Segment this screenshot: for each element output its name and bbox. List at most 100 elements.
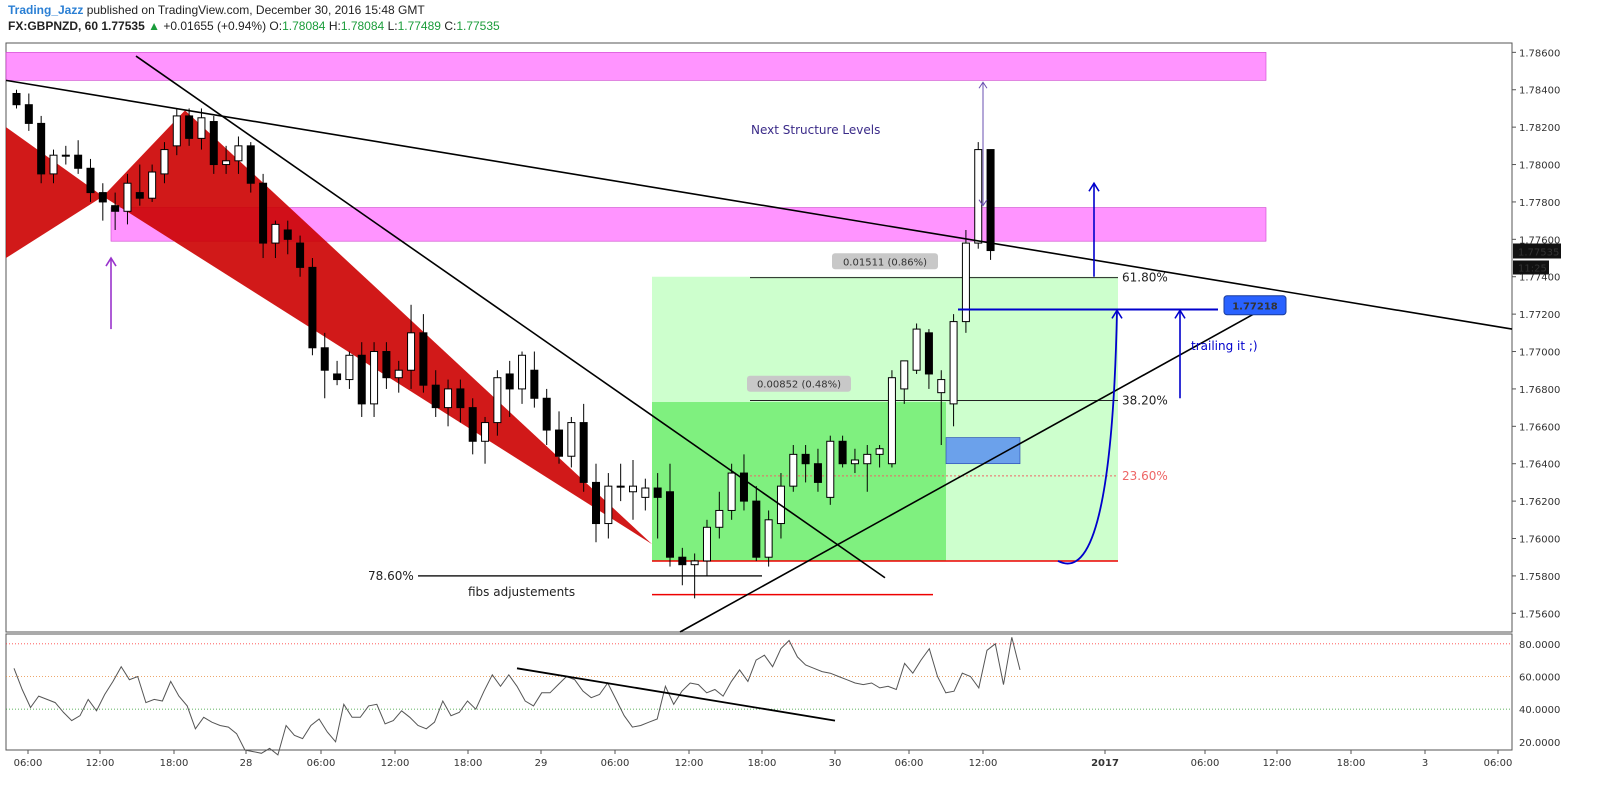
candle-body bbox=[789, 453, 798, 487]
y-tick-label: 1.78600 bbox=[1519, 48, 1560, 59]
change-value: +0.01655 (+0.94%) bbox=[163, 19, 267, 33]
countdown-box bbox=[1513, 260, 1549, 275]
x-tick-label: 12:00 bbox=[969, 758, 998, 769]
close-value: 1.77535 bbox=[456, 19, 500, 33]
candle-body bbox=[530, 369, 539, 399]
y-tick-label: 1.76000 bbox=[1519, 535, 1560, 546]
candle-body bbox=[209, 121, 218, 166]
header-line-2: FX:GBPNZD, 60 1.77535 ▲ +0.01655 (+0.94%… bbox=[8, 18, 500, 34]
candle-body bbox=[702, 526, 711, 562]
up-arrow-icon-head bbox=[1088, 181, 1100, 192]
y-tick-label: 1.77200 bbox=[1519, 310, 1560, 321]
y-tick-label: 1.76400 bbox=[1519, 460, 1560, 471]
author-link[interactable]: Trading_Jazz bbox=[8, 3, 84, 17]
pattern-leg bbox=[6, 127, 103, 259]
open-value: 1.78084 bbox=[282, 19, 326, 33]
published-text: published on TradingView.com, December 3… bbox=[86, 3, 425, 17]
x-tick-label: 18:00 bbox=[454, 758, 483, 769]
candle-body bbox=[850, 459, 859, 465]
countdown-label: 11:25 bbox=[1518, 263, 1547, 274]
candle-body bbox=[111, 205, 120, 212]
candle-body bbox=[937, 379, 946, 394]
x-tick-label: 18:00 bbox=[748, 758, 777, 769]
price-tag-label: 1.77218 bbox=[1232, 302, 1278, 313]
measure-box bbox=[832, 253, 938, 270]
candle-body bbox=[579, 422, 588, 483]
candle-body bbox=[604, 485, 613, 525]
x-tick-label: 06:00 bbox=[14, 758, 43, 769]
annotation-text: trailing it ;) bbox=[1191, 339, 1258, 353]
candle-body bbox=[283, 229, 292, 240]
low-value: 1.77489 bbox=[397, 19, 441, 33]
candle-body bbox=[296, 242, 305, 268]
x-tick-label: 06:00 bbox=[601, 758, 630, 769]
candle-body bbox=[949, 321, 958, 405]
up-arrow-icon-head bbox=[1174, 308, 1186, 319]
candle-body bbox=[407, 332, 416, 371]
osc-tick-label: 40.0000 bbox=[1519, 705, 1560, 716]
candle-body bbox=[444, 388, 453, 409]
candle-body bbox=[234, 145, 243, 162]
up-arrow-icon-head bbox=[105, 256, 117, 267]
fib-level-label: 38.20% bbox=[1122, 394, 1168, 408]
candle-body bbox=[271, 223, 280, 244]
chart-header: Trading_Jazz published on TradingView.co… bbox=[8, 2, 500, 34]
candle-body bbox=[74, 154, 83, 169]
candle-body bbox=[986, 149, 995, 252]
osc-tick-label: 20.0000 bbox=[1519, 738, 1560, 749]
candle-body bbox=[49, 154, 58, 175]
y-tick-label: 1.75600 bbox=[1519, 609, 1560, 620]
candle-body bbox=[86, 167, 95, 194]
candle-body bbox=[98, 192, 107, 203]
y-tick-label: 1.78400 bbox=[1519, 86, 1560, 97]
candle-body bbox=[308, 266, 317, 349]
candle-body bbox=[160, 149, 169, 175]
last-price: 1.77535 bbox=[101, 19, 145, 33]
high-label: H: bbox=[328, 19, 341, 33]
osc-tick-label: 60.0000 bbox=[1519, 672, 1560, 683]
last-price-box bbox=[1513, 243, 1561, 259]
candle-body bbox=[12, 92, 21, 106]
candle-body bbox=[481, 422, 490, 442]
candle-body bbox=[555, 429, 564, 457]
x-tick-label: 06:00 bbox=[1484, 758, 1513, 769]
y-tick-label: 1.78000 bbox=[1519, 161, 1560, 172]
candle-body bbox=[727, 472, 736, 511]
annotation-text: Next Structure Levels bbox=[751, 123, 880, 137]
candle-body bbox=[197, 117, 206, 139]
rsi-trendline bbox=[516, 667, 836, 722]
candle-body bbox=[838, 440, 847, 465]
candle-body bbox=[24, 104, 33, 124]
curve-arrow bbox=[1057, 310, 1118, 565]
candle-body bbox=[764, 519, 773, 558]
candle-body bbox=[172, 115, 181, 147]
candle-body bbox=[333, 373, 342, 381]
candle-body bbox=[912, 328, 921, 371]
x-tick-label: 30 bbox=[829, 758, 842, 769]
candle-body bbox=[505, 373, 514, 390]
oscillator-pane bbox=[5, 633, 1513, 751]
fib-level-label: 78.60% bbox=[368, 569, 414, 583]
candle-body bbox=[678, 556, 687, 566]
y-tick-label: 1.78200 bbox=[1519, 123, 1560, 134]
candle-body bbox=[616, 485, 625, 488]
open-label: O: bbox=[269, 19, 283, 33]
candle-body bbox=[456, 388, 465, 409]
candle-body bbox=[715, 509, 724, 528]
x-tick-label: 18:00 bbox=[1337, 758, 1366, 769]
annotation-text: fibs adjustements bbox=[468, 585, 575, 599]
candle-body bbox=[801, 453, 810, 465]
range-arrow-head bbox=[978, 81, 988, 89]
candle-body bbox=[653, 487, 662, 498]
candle-body bbox=[493, 377, 502, 424]
candle-body bbox=[370, 351, 379, 405]
measure-label: 0.00852 (0.48%) bbox=[757, 380, 841, 391]
y-tick-label: 1.77600 bbox=[1519, 235, 1560, 246]
candle-body bbox=[320, 347, 329, 371]
measure-label: 0.01511 (0.86%) bbox=[843, 257, 927, 268]
measure-box bbox=[747, 375, 851, 392]
fib-level-label: 23.60% bbox=[1122, 469, 1168, 483]
candle-body bbox=[690, 560, 699, 566]
candle-body bbox=[419, 332, 428, 386]
